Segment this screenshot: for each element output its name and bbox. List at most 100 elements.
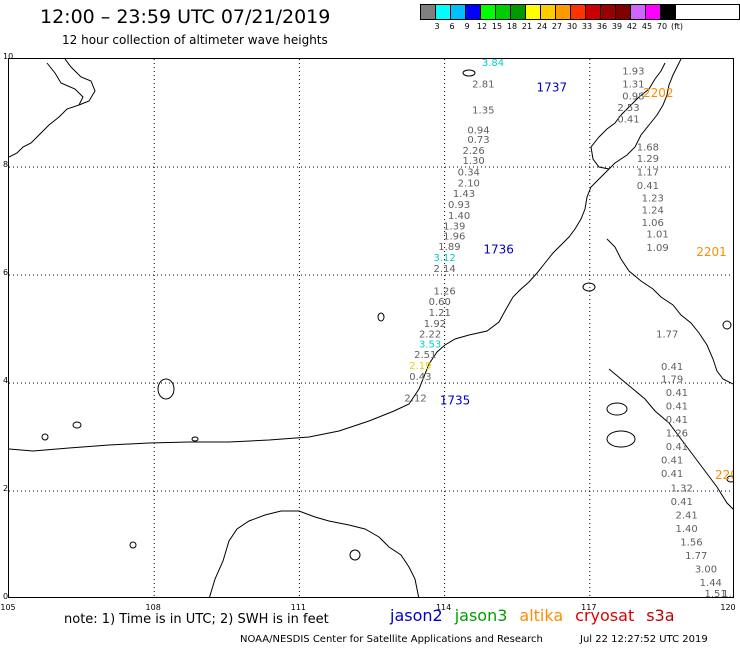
coastline-peninsula-east	[64, 59, 96, 106]
wave-height-value: 1.40	[448, 211, 470, 222]
wave-height-value: 3.12	[433, 253, 455, 264]
island-small-11	[722, 320, 732, 330]
wave-height-value: 0.73	[467, 135, 489, 146]
wave-height-value: 1.09	[646, 243, 668, 254]
legend-labels: 3 6 9 12 15 18 21 24 27 30 33 36 39 42 45 70 (ft)	[420, 20, 740, 32]
island-small-12	[726, 475, 733, 483]
wave-height-value: 1.92	[424, 319, 446, 330]
legend-label: 18	[506, 22, 518, 31]
wave-height-value: 1.68	[637, 142, 659, 153]
latitude-label: 6	[3, 268, 9, 277]
wave-height-value: 1.32	[671, 484, 693, 495]
wave-height-value: 1.01	[646, 230, 668, 241]
wave-height-value: 1.30	[463, 156, 485, 167]
legend-label: 6	[449, 22, 455, 31]
wave-height-value: 1.79	[661, 374, 683, 385]
wave-height-value: 0.98	[622, 92, 644, 103]
legend-label: 33	[581, 22, 593, 31]
wave-height-value: 0.41	[671, 497, 693, 508]
wave-height-value: 1.51	[705, 589, 727, 598]
track-label-layer: 1737 2202 1736 2201 1735 220	[440, 80, 733, 482]
island-small-4	[377, 312, 385, 322]
wave-height-value: 0.60	[429, 297, 451, 308]
wave-height-value: 1.21	[429, 308, 451, 319]
legend-label: 39	[611, 22, 623, 31]
coastline-borneo-northwest	[9, 59, 682, 452]
coastline-borneo-east	[606, 238, 733, 385]
wave-height-value: 1.96	[443, 231, 465, 242]
wave-height-value: 2.26	[463, 146, 485, 157]
observation-layer: 3.84 1.93 2.81 1.310.982.53 1.35 0.41 0.940.73…	[404, 59, 733, 598]
wave-height-value: 1.26	[433, 286, 455, 297]
legend-label: 9	[464, 22, 470, 31]
latitude-label: 10	[3, 52, 14, 61]
wave-height-value: 2.22	[419, 330, 441, 341]
coastline-peninsula	[9, 62, 84, 158]
legend-swatch	[571, 5, 586, 19]
wave-height-value: 2.14	[433, 264, 455, 275]
wave-height-value: 0.94	[467, 126, 489, 137]
island-small-2	[41, 433, 49, 441]
pass-number-label: 1735	[440, 394, 471, 408]
wave-height-value: 1.89	[438, 242, 460, 253]
coastline-borneo-east-2	[608, 368, 733, 510]
wave-height-value: 1.56	[680, 538, 702, 549]
wave-height-value: 0.41	[661, 455, 683, 466]
legend-label: (ft)	[670, 22, 684, 31]
legend-swatch	[661, 5, 676, 19]
wave-height-value: 1.29	[637, 154, 659, 165]
coastline-borneo-south	[209, 510, 420, 597]
wave-height-value: 2.81	[472, 80, 494, 91]
wave-height-value: 0.41	[666, 442, 688, 453]
wave-height-value: 2.12	[404, 393, 426, 404]
map-svg: 3.84 1.93 2.81 1.310.982.53 1.35 0.41 0.940.73…	[9, 59, 733, 598]
latitude-label: 8	[3, 160, 9, 169]
legend-swatch	[601, 5, 616, 19]
legend-label: 15	[491, 22, 503, 31]
wave-height-value: 3.53	[419, 339, 441, 350]
wave-height-value: 1.23	[642, 194, 664, 205]
wave-height-value: 2.10	[458, 178, 480, 189]
wave-height-value: 2.53	[617, 103, 639, 114]
pass-number-label: 2201	[696, 245, 727, 259]
wave-height-value: 1.77	[656, 330, 678, 341]
island-small-3	[191, 436, 199, 442]
legend-label: 36	[596, 22, 608, 31]
wave-height-value: 0.43	[409, 372, 431, 383]
legend-label: 12	[476, 22, 488, 31]
wave-height-value: 0.41	[666, 415, 688, 426]
longitude-label: 105	[0, 603, 16, 612]
legend-swatch	[421, 5, 436, 19]
pass-number-label: 1737	[537, 80, 568, 94]
satellite-name: jason2	[390, 606, 443, 625]
map-title: 12:00 – 23:59 UTC 07/21/2019	[40, 6, 331, 28]
legend-label: 24	[536, 22, 548, 31]
wave-height-value: 1.44	[700, 578, 722, 589]
legend-label: 27	[551, 22, 563, 31]
wave-height-value: 1.31	[622, 80, 644, 91]
legend-label: 45	[641, 22, 653, 31]
wave-height-value: 0.93	[448, 200, 470, 211]
wave-height-value: 0.41	[661, 469, 683, 480]
legend-swatch	[496, 5, 511, 19]
legend-swatch	[586, 5, 601, 19]
island-small-1	[72, 421, 82, 429]
map-subtitle: 12 hour collection of altimeter wave hei…	[62, 33, 328, 47]
wave-height-value: 0.34	[458, 168, 480, 179]
legend-label: 30	[566, 22, 578, 31]
wave-height-value: 1.39	[443, 222, 465, 233]
coastlines	[9, 59, 733, 597]
longitude-label: 108	[145, 603, 161, 612]
longitude-label: 117	[581, 603, 597, 612]
island-natuna	[157, 378, 175, 400]
legend-swatch	[541, 5, 556, 19]
island-small-8	[606, 402, 628, 416]
wave-height-value: 1.77	[685, 551, 707, 562]
wave-height-value: 1.93	[622, 67, 644, 78]
legend-swatch	[436, 5, 451, 19]
longitude-label: 114	[435, 603, 452, 612]
legend-swatch	[631, 5, 646, 19]
legend-color-bar	[420, 4, 740, 20]
coastline-palawan	[590, 62, 666, 170]
legend-swatch	[646, 5, 661, 19]
